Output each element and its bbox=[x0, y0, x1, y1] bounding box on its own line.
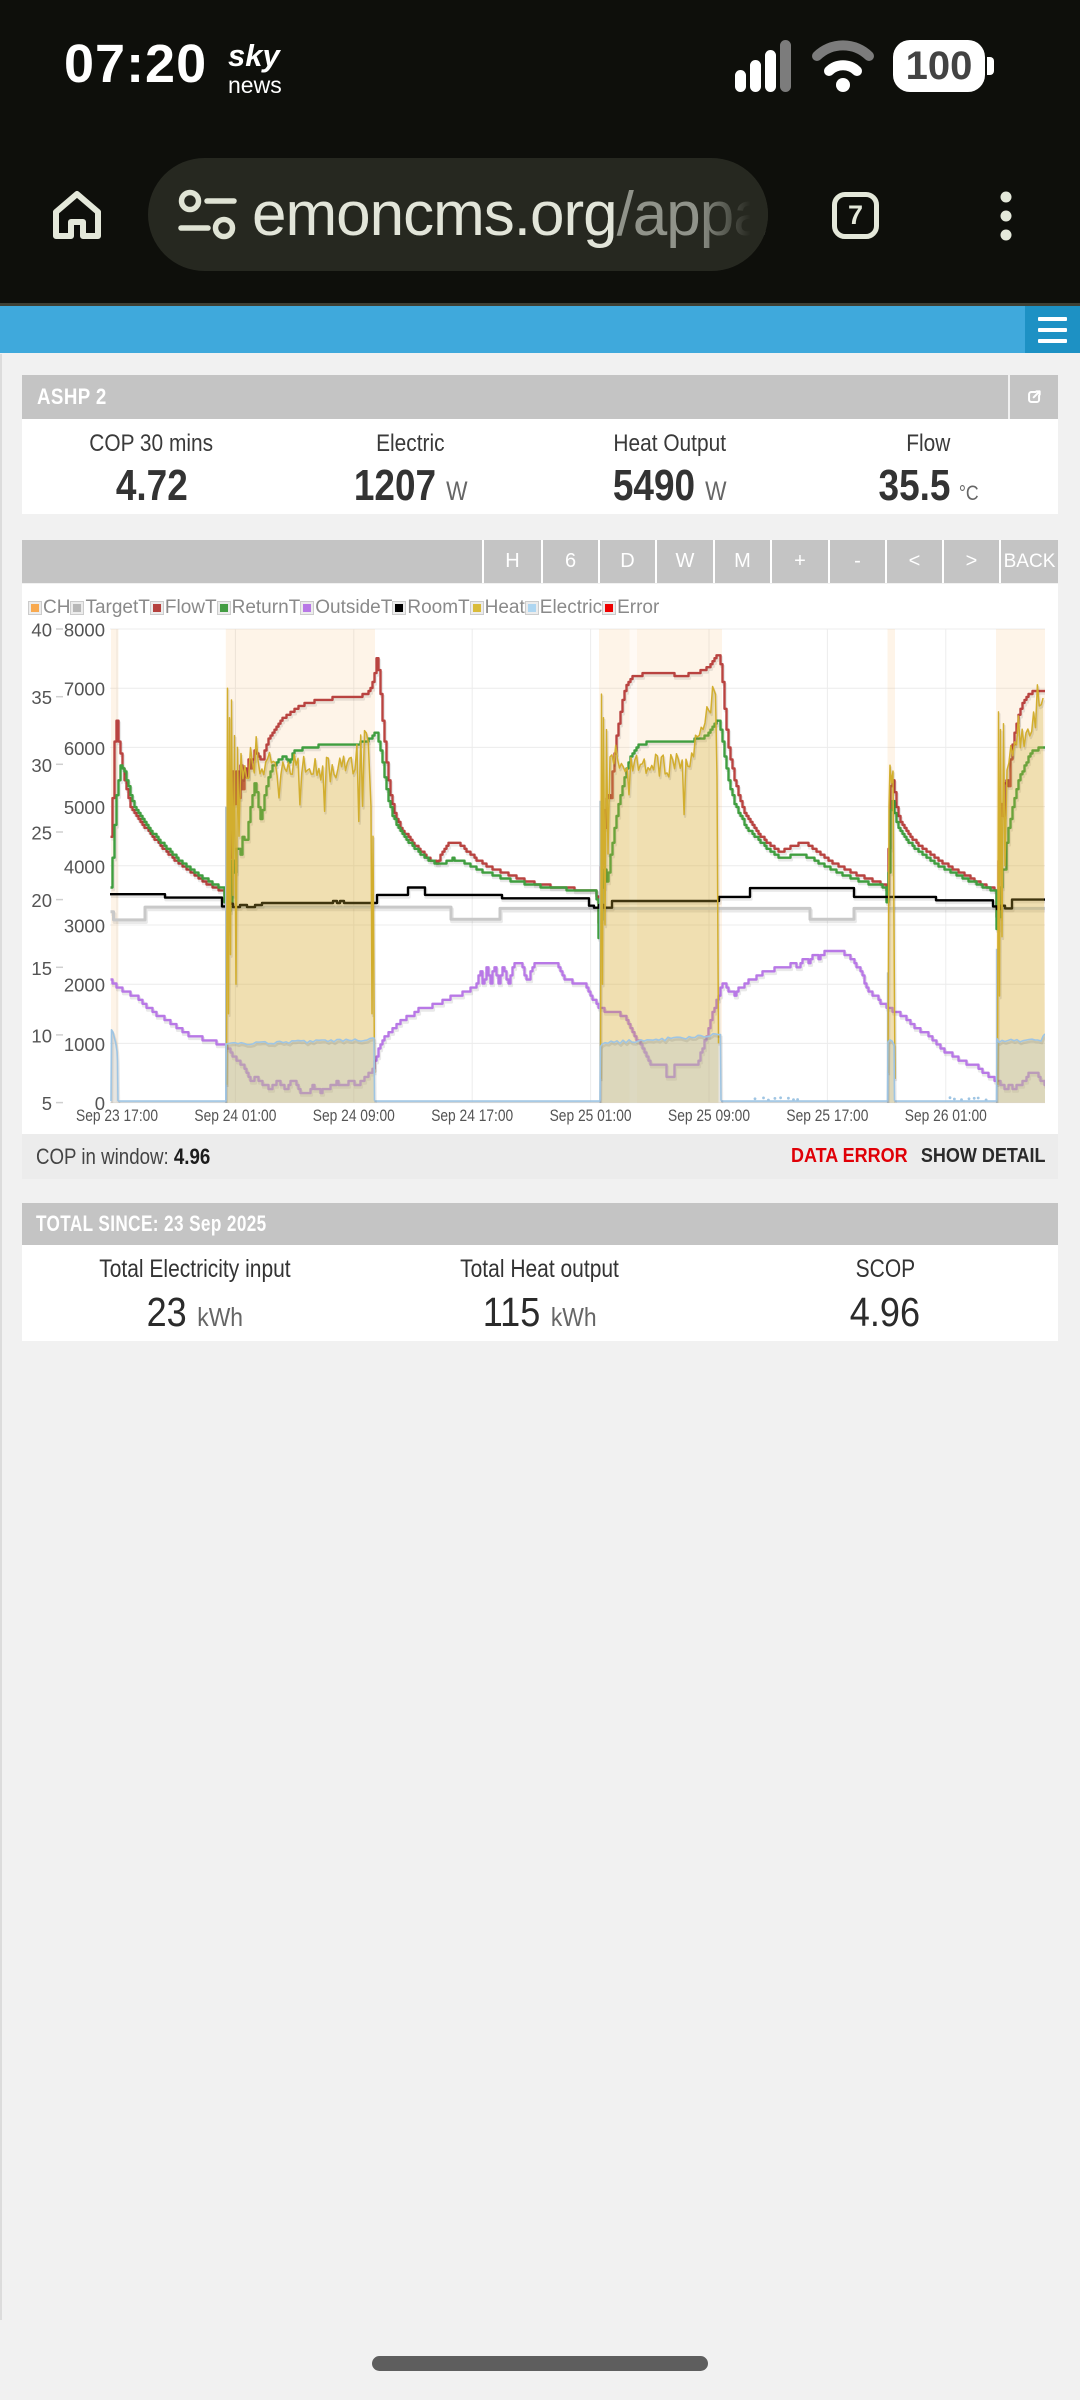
svg-text:Sep 24 17:00: Sep 24 17:00 bbox=[431, 1107, 513, 1125]
svg-text:15: 15 bbox=[31, 958, 52, 979]
svg-text:Sep 24 09:00: Sep 24 09:00 bbox=[313, 1107, 395, 1125]
svg-text:Sep 25 09:00: Sep 25 09:00 bbox=[668, 1107, 750, 1125]
svg-text:1000: 1000 bbox=[64, 1034, 105, 1055]
svg-text:40: 40 bbox=[31, 620, 52, 641]
svg-text:6000: 6000 bbox=[64, 738, 105, 759]
svg-text:30: 30 bbox=[31, 755, 52, 776]
svg-text:Sep 23 17:00: Sep 23 17:00 bbox=[76, 1107, 158, 1125]
svg-text:5000: 5000 bbox=[64, 797, 105, 818]
svg-text:Sep 25 01:00: Sep 25 01:00 bbox=[550, 1107, 632, 1125]
svg-text:3000: 3000 bbox=[64, 916, 105, 937]
svg-text:35: 35 bbox=[31, 687, 52, 708]
svg-text:5: 5 bbox=[42, 1093, 52, 1114]
svg-text:4000: 4000 bbox=[64, 856, 105, 877]
svg-text:25: 25 bbox=[31, 823, 52, 844]
svg-text:Sep 25 17:00: Sep 25 17:00 bbox=[786, 1107, 868, 1125]
svg-text:10: 10 bbox=[31, 1025, 52, 1046]
svg-text:2000: 2000 bbox=[64, 975, 105, 996]
svg-text:0: 0 bbox=[95, 1093, 105, 1114]
svg-text:20: 20 bbox=[31, 890, 52, 911]
svg-text:8000: 8000 bbox=[64, 620, 105, 641]
svg-text:7000: 7000 bbox=[64, 679, 105, 700]
svg-text:Sep 24 01:00: Sep 24 01:00 bbox=[194, 1107, 276, 1125]
svg-text:Sep 26 01:00: Sep 26 01:00 bbox=[905, 1107, 987, 1125]
